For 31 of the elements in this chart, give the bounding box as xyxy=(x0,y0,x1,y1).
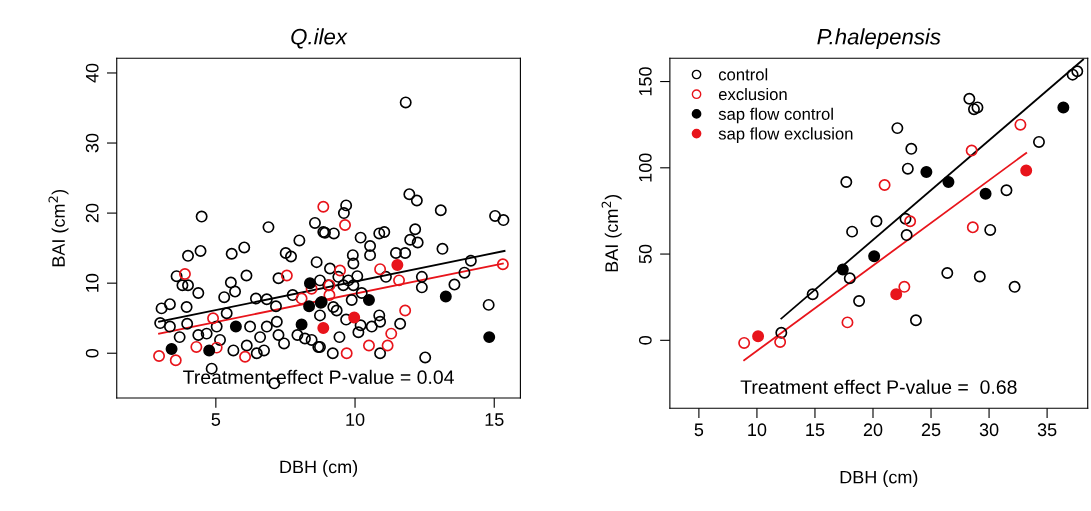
y-tick-label: 0 xyxy=(638,336,652,345)
y-tick-label: 30 xyxy=(85,133,99,153)
y-tick-label: 40 xyxy=(85,63,99,83)
y-tick-label: 100 xyxy=(638,153,652,182)
x-tick-label: 10 xyxy=(748,423,767,437)
annotation: Treatment effect P-value = 0.04 xyxy=(183,369,454,385)
x-tick-label: 5 xyxy=(694,423,704,437)
legend-label: control xyxy=(718,68,768,81)
y-tick-label: 0 xyxy=(85,348,99,358)
annotation: Treatment effect P-value = 0.68 xyxy=(740,379,1017,394)
x-tick-label: 15 xyxy=(485,413,504,426)
legend-label: sap flow control xyxy=(718,107,833,124)
y-tick-label: 10 xyxy=(85,273,99,292)
x-axis-title: DBH (cm) xyxy=(280,460,358,477)
x-axis-title: DBH (cm) xyxy=(840,470,918,488)
y-tick-label: 50 xyxy=(638,244,652,264)
x-tick-label: 20 xyxy=(863,423,883,437)
chart-title: Q.ilex xyxy=(291,28,348,49)
x-tick-label: 5 xyxy=(211,413,221,426)
y-axis-title: BAI (cm$^{2}$) xyxy=(601,195,622,272)
x-tick-label: 25 xyxy=(921,423,941,437)
x-tick-label: 15 xyxy=(806,423,825,437)
x-tick-label: 10 xyxy=(346,413,365,426)
y-tick-label: 150 xyxy=(638,67,652,96)
legend-label: sap flow exclusion xyxy=(718,127,853,143)
x-tick-label: 30 xyxy=(979,423,999,437)
y-tick-label: 20 xyxy=(85,203,99,223)
legend-label: exclusion xyxy=(718,87,787,101)
x-tick-label: 35 xyxy=(1037,423,1057,437)
chart-title: P.halepensis xyxy=(817,28,941,49)
y-axis-title: BAI (cm$^{2}$) xyxy=(48,189,69,267)
